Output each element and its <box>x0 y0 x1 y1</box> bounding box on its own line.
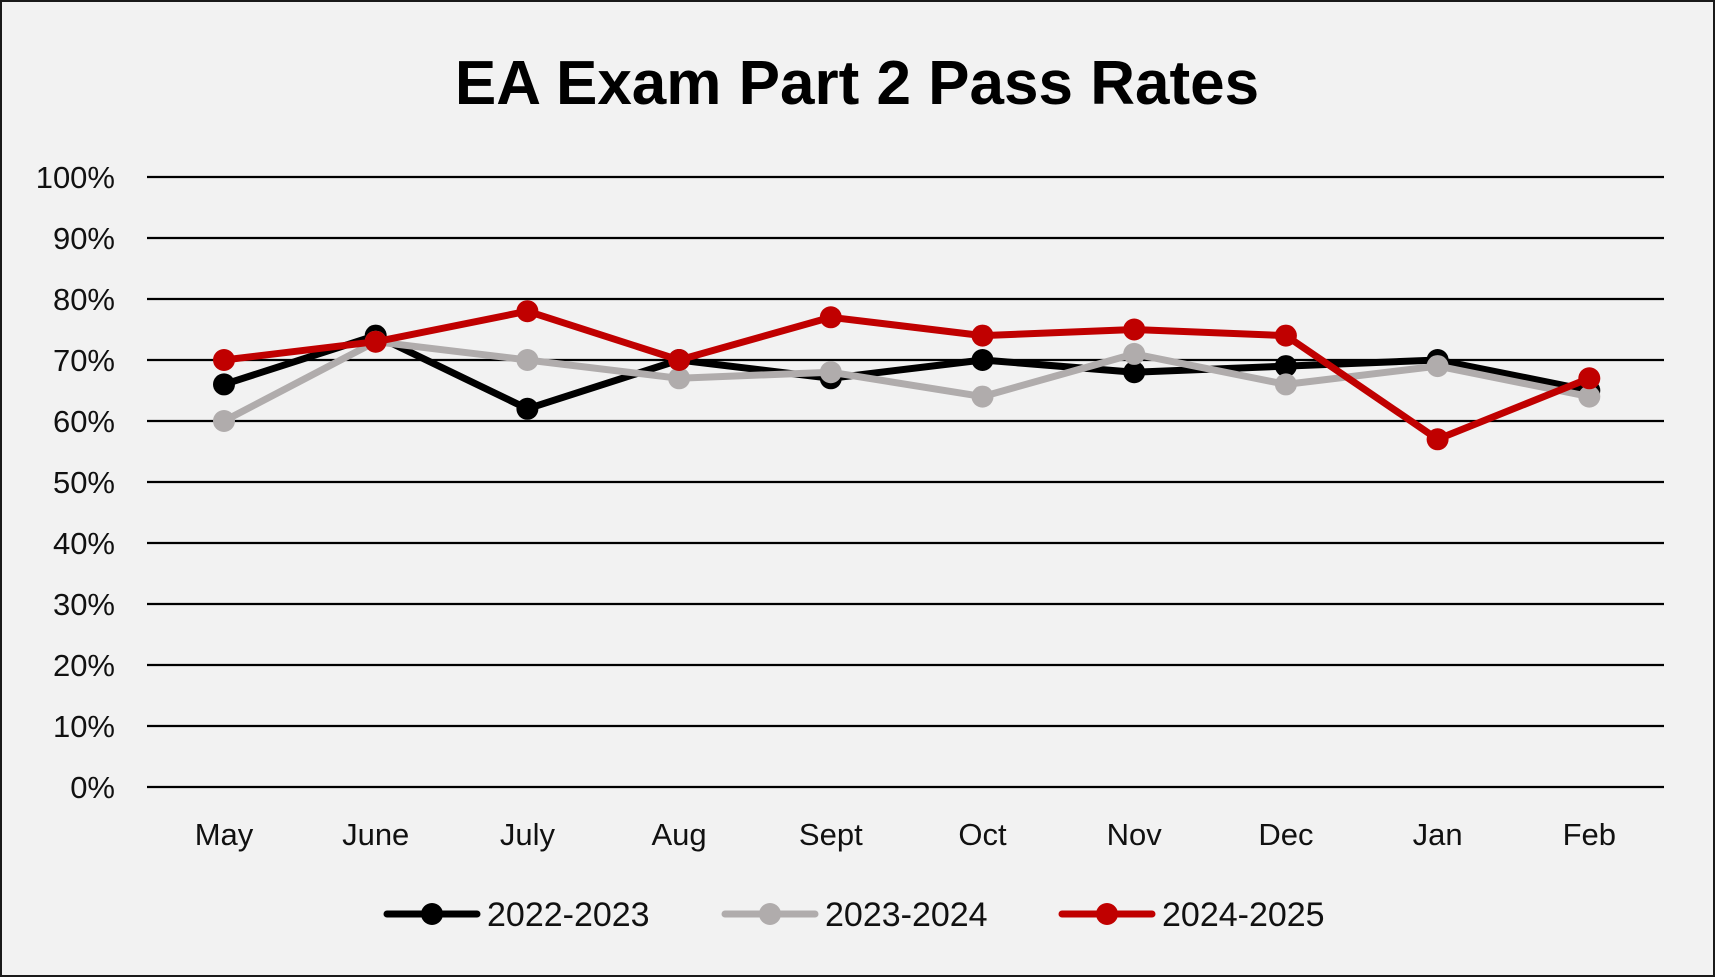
series-2023-2024 <box>213 330 1601 432</box>
series-line <box>220 338 1593 425</box>
data-point <box>364 330 387 353</box>
y-tick-label: 100% <box>36 160 115 195</box>
data-point <box>516 349 539 371</box>
series-line <box>220 307 1593 443</box>
data-point <box>819 361 842 384</box>
series-2024-2025 <box>213 300 1601 451</box>
x-tick-label: Aug <box>652 817 707 852</box>
y-tick-label: 40% <box>53 526 115 561</box>
x-tick-label: Dec <box>1258 817 1313 852</box>
data-point <box>971 385 994 408</box>
data-point <box>213 373 235 396</box>
data-point <box>1274 373 1297 396</box>
y-tick-label: 50% <box>53 465 115 500</box>
x-tick-label: Feb <box>1563 817 1616 852</box>
data-point <box>1578 385 1601 408</box>
y-tick-label: 90% <box>53 221 115 256</box>
data-point <box>1123 342 1146 365</box>
y-tick-label: 70% <box>53 343 115 378</box>
y-tick-label: 10% <box>53 709 115 744</box>
y-tick-label: 30% <box>53 587 115 622</box>
data-point <box>1274 355 1297 378</box>
legend-item: 2022-2023 <box>383 896 650 934</box>
data-point <box>213 349 235 371</box>
legend-marker <box>1096 903 1118 925</box>
y-tick-label: 60% <box>53 404 115 439</box>
x-tick-label: Nov <box>1107 817 1163 852</box>
data-point <box>1426 428 1449 451</box>
x-tick-label: July <box>500 817 556 852</box>
gridlines <box>147 175 1664 789</box>
data-point <box>516 397 539 420</box>
y-tick-label: 0% <box>70 770 115 805</box>
x-tick-label: June <box>342 817 409 852</box>
data-point <box>668 349 691 371</box>
data-point <box>668 367 691 390</box>
legend-label: 2024-2025 <box>1162 896 1325 934</box>
data-point <box>1123 361 1146 384</box>
legend-marker <box>759 903 781 925</box>
legend-item: 2024-2025 <box>1058 896 1325 934</box>
data-point <box>1578 367 1601 390</box>
data-point <box>971 324 994 347</box>
data-point <box>516 300 539 323</box>
legend-label: 2022-2023 <box>487 896 650 934</box>
legend-marker <box>421 903 443 925</box>
x-tick-label: Sept <box>799 817 863 852</box>
legend-item: 2023-2024 <box>721 896 988 934</box>
y-tick-label: 80% <box>53 282 115 317</box>
y-axis-tick-labels: 0% 10% 20% 30% 40% 50% 60% 70% 80% 90% 100% <box>36 160 115 805</box>
x-axis-tick-labels: May June July Aug Sept Oct Nov Dec Jan Feb <box>195 817 1616 852</box>
data-point <box>1123 318 1146 341</box>
data-point <box>1274 324 1297 347</box>
series-lines <box>213 300 1601 451</box>
series-line <box>220 332 1593 413</box>
data-point <box>213 410 235 432</box>
legend: 2022-2023 2023-2024 2024-2025 <box>383 896 1325 934</box>
data-point <box>1426 355 1449 378</box>
x-tick-label: May <box>195 817 254 852</box>
data-point <box>971 349 994 371</box>
y-tick-label: 20% <box>53 648 115 683</box>
x-tick-label: Oct <box>958 817 1007 852</box>
data-point <box>819 306 842 329</box>
legend-label: 2023-2024 <box>825 896 988 934</box>
chart-title: EA Exam Part 2 Pass Rates <box>455 49 1259 118</box>
x-tick-label: Jan <box>1413 817 1463 852</box>
